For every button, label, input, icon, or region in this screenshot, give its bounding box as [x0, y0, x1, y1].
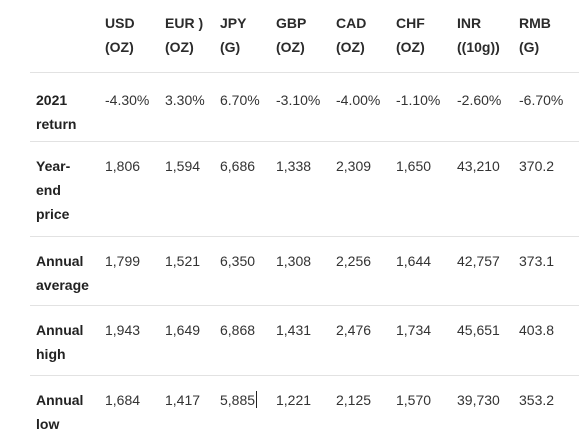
cell-value: 370.2 — [513, 142, 579, 237]
cell-value: 6,686 — [214, 142, 270, 237]
cell-value: 373.1 — [513, 237, 579, 306]
header-corner — [30, 5, 99, 73]
cell-value: -4.00% — [330, 73, 390, 142]
cell-value: 2,309 — [330, 142, 390, 237]
cell-value: 1,806 — [99, 142, 159, 237]
cell-value: 45,651 — [451, 306, 513, 376]
cell-value: -6.70% — [513, 73, 579, 142]
header-rmb: RMB(G) — [513, 5, 579, 73]
cell-value: -4.30% — [99, 73, 159, 142]
cell-value: 39,730 — [451, 376, 513, 436]
cell-value: 1,338 — [270, 142, 330, 237]
cell-value: 2,256 — [330, 237, 390, 306]
cell-value: -1.10% — [390, 73, 451, 142]
header-jpy: JPY(G) — [214, 5, 270, 73]
cell-value: 2,476 — [330, 306, 390, 376]
header-row: USD(OZ) EUR )(OZ) JPY(G) GBP(OZ) CAD(OZ)… — [30, 5, 579, 73]
header-gbp: GBP(OZ) — [270, 5, 330, 73]
cell-value: 353.2 — [513, 376, 579, 436]
header-usd: USD(OZ) — [99, 5, 159, 73]
cell-value: 1,734 — [390, 306, 451, 376]
header-inr: INR((10g)) — [451, 5, 513, 73]
header-eur: EUR )(OZ) — [159, 5, 214, 73]
cell-value: 1,417 — [159, 376, 214, 436]
cell-value: 1,308 — [270, 237, 330, 306]
cell-value: 1,644 — [390, 237, 451, 306]
cell-value: 6,868 — [214, 306, 270, 376]
cell-value: 6,350 — [214, 237, 270, 306]
cell-value: 1,650 — [390, 142, 451, 237]
cell-value: 1,521 — [159, 237, 214, 306]
cell-value: 1,649 — [159, 306, 214, 376]
cell-value: 1,570 — [390, 376, 451, 436]
text-cursor — [256, 391, 257, 408]
cell-value: 1,943 — [99, 306, 159, 376]
header-chf: CHF(OZ) — [390, 5, 451, 73]
cell-value: 1,221 — [270, 376, 330, 436]
cell-value: 403.8 — [513, 306, 579, 376]
cell-value: 1,594 — [159, 142, 214, 237]
cell-value: 43,210 — [451, 142, 513, 237]
cell-value: 2,125 — [330, 376, 390, 436]
header-cad: CAD(OZ) — [330, 5, 390, 73]
cell-value: 1,799 — [99, 237, 159, 306]
cell-text: 5,885 — [220, 392, 255, 408]
cell-value: 3.30% — [159, 73, 214, 142]
cell-value: 42,757 — [451, 237, 513, 306]
cell-value: 6.70% — [214, 73, 270, 142]
gold-price-table: USD(OZ) EUR )(OZ) JPY(G) GBP(OZ) CAD(OZ)… — [30, 5, 579, 436]
cell-value: -2.60% — [451, 73, 513, 142]
cell-value: 1,684 — [99, 376, 159, 436]
cell-value-with-cursor[interactable]: 5,885 — [214, 376, 270, 436]
cell-value: 1,431 — [270, 306, 330, 376]
cell-value: -3.10% — [270, 73, 330, 142]
